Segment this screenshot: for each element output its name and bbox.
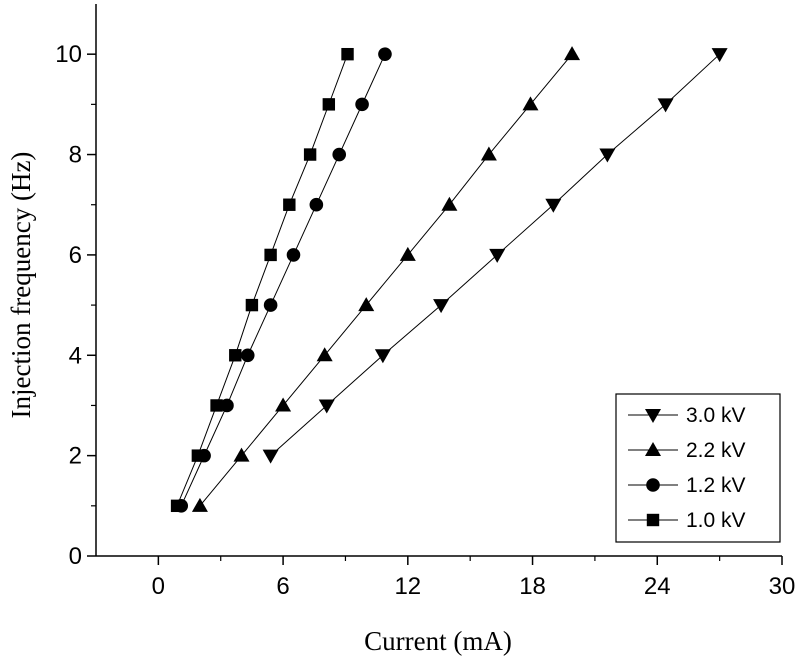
data-point <box>229 349 242 362</box>
x-tick-label: 30 <box>769 573 796 600</box>
legend-marker <box>645 442 661 456</box>
y-tick-label: 4 <box>69 342 82 369</box>
data-point <box>309 197 324 212</box>
y-tick-label: 6 <box>69 242 82 269</box>
data-point <box>711 48 728 63</box>
data-point <box>489 248 506 263</box>
x-tick-label: 12 <box>394 573 421 600</box>
data-point <box>378 47 392 61</box>
data-point <box>170 499 184 513</box>
data-point <box>263 298 278 312</box>
data-point <box>480 146 497 161</box>
legend-label: 2.2 kV <box>686 439 746 462</box>
data-point <box>264 248 277 262</box>
x-tick-label: 0 <box>152 573 165 600</box>
data-point <box>322 98 336 111</box>
series-circle <box>174 47 392 513</box>
series-line <box>176 54 349 507</box>
legend-marker <box>646 513 660 527</box>
data-point <box>275 397 292 412</box>
y-axis-title: Injection frequency (Hz) <box>6 152 36 419</box>
data-point <box>341 47 354 61</box>
data-point <box>303 148 317 161</box>
data-point <box>220 398 234 413</box>
data-point <box>441 196 458 211</box>
data-point <box>283 198 296 211</box>
data-point <box>316 347 333 362</box>
x-tick-label: 6 <box>276 573 289 600</box>
data-point <box>233 447 250 462</box>
legend-label: 1.2 kV <box>686 474 746 497</box>
y-tick-label: 2 <box>69 443 82 470</box>
series-line <box>180 53 386 507</box>
data-point <box>240 348 255 363</box>
legend-label: 1.0 kV <box>686 509 746 532</box>
y-tick-label: 8 <box>69 142 82 169</box>
data-point <box>210 399 223 412</box>
legend-box <box>615 393 781 543</box>
data-point <box>191 497 208 512</box>
data-point <box>318 399 335 414</box>
data-point <box>374 349 391 364</box>
data-point <box>599 148 616 163</box>
data-point <box>433 299 450 314</box>
legend-marker <box>645 409 661 423</box>
series-triangle-down <box>262 48 728 464</box>
x-tick-label: 24 <box>644 573 671 600</box>
x-axis-title: Current (mA) <box>364 626 512 656</box>
legend-marker <box>646 478 660 492</box>
series-square <box>170 47 354 513</box>
legend: 3.0 kV 2.2 kV 1.2 kV 1.0 kV <box>615 393 781 543</box>
data-point <box>522 96 539 111</box>
legend-label: 3.0 kV <box>686 404 746 427</box>
plot-frame <box>95 4 782 557</box>
y-tick-label: 10 <box>55 41 82 68</box>
data-point <box>564 46 581 61</box>
x-tick-label: 18 <box>519 573 546 600</box>
data-point <box>545 198 562 213</box>
data-point <box>358 297 375 312</box>
data-point <box>245 298 259 312</box>
data-point <box>286 248 301 262</box>
series-triangle-up <box>191 46 581 512</box>
data-point <box>355 97 369 112</box>
data-point <box>332 147 347 162</box>
data-point <box>399 246 416 261</box>
y-tick-label: 0 <box>69 543 82 570</box>
data-point <box>657 98 674 113</box>
data-point <box>262 449 279 464</box>
series-line <box>199 53 573 507</box>
data-point <box>191 449 205 462</box>
series-layer <box>170 46 728 513</box>
